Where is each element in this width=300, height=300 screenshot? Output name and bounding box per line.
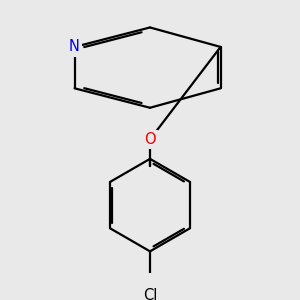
Text: O: O — [144, 132, 156, 147]
Text: Cl: Cl — [143, 288, 157, 300]
Text: N: N — [69, 39, 80, 54]
